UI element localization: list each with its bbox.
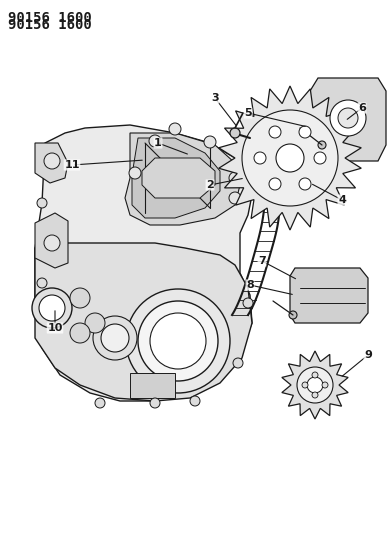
Circle shape: [297, 367, 333, 403]
Circle shape: [330, 100, 366, 136]
Circle shape: [269, 126, 281, 138]
Circle shape: [44, 235, 60, 251]
Circle shape: [204, 136, 216, 148]
Text: 10: 10: [47, 323, 63, 333]
Text: 3: 3: [211, 93, 219, 103]
Circle shape: [70, 288, 90, 308]
Circle shape: [314, 152, 326, 164]
Circle shape: [243, 298, 253, 308]
Circle shape: [95, 398, 105, 408]
Circle shape: [302, 382, 308, 388]
Text: 2: 2: [206, 180, 214, 190]
Text: 7: 7: [258, 256, 266, 266]
Text: 90156 1600: 90156 1600: [8, 18, 92, 32]
Circle shape: [85, 313, 105, 333]
Circle shape: [37, 278, 47, 288]
Circle shape: [169, 123, 181, 135]
Circle shape: [37, 198, 47, 208]
Circle shape: [150, 313, 206, 369]
Text: 6: 6: [358, 103, 366, 113]
Text: 4: 4: [338, 195, 346, 205]
Polygon shape: [310, 78, 386, 161]
Circle shape: [289, 311, 297, 319]
Circle shape: [70, 323, 90, 343]
Circle shape: [229, 172, 241, 184]
Text: 9: 9: [364, 350, 372, 360]
Polygon shape: [290, 268, 368, 323]
Polygon shape: [125, 133, 240, 225]
Circle shape: [318, 141, 326, 149]
Circle shape: [190, 396, 200, 406]
Circle shape: [322, 382, 328, 388]
Circle shape: [299, 178, 311, 190]
Polygon shape: [130, 373, 175, 398]
Polygon shape: [35, 243, 252, 401]
Polygon shape: [35, 213, 68, 268]
Circle shape: [299, 126, 311, 138]
Circle shape: [149, 135, 161, 147]
Circle shape: [138, 301, 218, 381]
Polygon shape: [142, 158, 215, 198]
Circle shape: [276, 144, 304, 172]
Circle shape: [129, 167, 141, 179]
Polygon shape: [282, 351, 348, 419]
Text: 5: 5: [244, 108, 252, 118]
Polygon shape: [132, 138, 220, 218]
Polygon shape: [35, 125, 252, 401]
Circle shape: [44, 153, 60, 169]
Circle shape: [269, 178, 281, 190]
Polygon shape: [35, 143, 68, 183]
Circle shape: [229, 192, 241, 204]
Circle shape: [233, 358, 243, 368]
Circle shape: [39, 295, 65, 321]
Circle shape: [307, 377, 323, 393]
Circle shape: [101, 324, 129, 352]
Circle shape: [338, 108, 358, 128]
Text: 90156 1600: 90156 1600: [8, 11, 91, 25]
Circle shape: [254, 152, 266, 164]
Text: 11: 11: [64, 160, 80, 170]
Circle shape: [312, 372, 318, 378]
Polygon shape: [219, 86, 361, 230]
Text: 8: 8: [246, 280, 254, 290]
Circle shape: [242, 110, 338, 206]
Circle shape: [150, 398, 160, 408]
Circle shape: [312, 392, 318, 398]
Circle shape: [126, 289, 230, 393]
Circle shape: [32, 288, 72, 328]
Circle shape: [93, 316, 137, 360]
Text: 1: 1: [154, 138, 162, 148]
Circle shape: [230, 128, 240, 138]
